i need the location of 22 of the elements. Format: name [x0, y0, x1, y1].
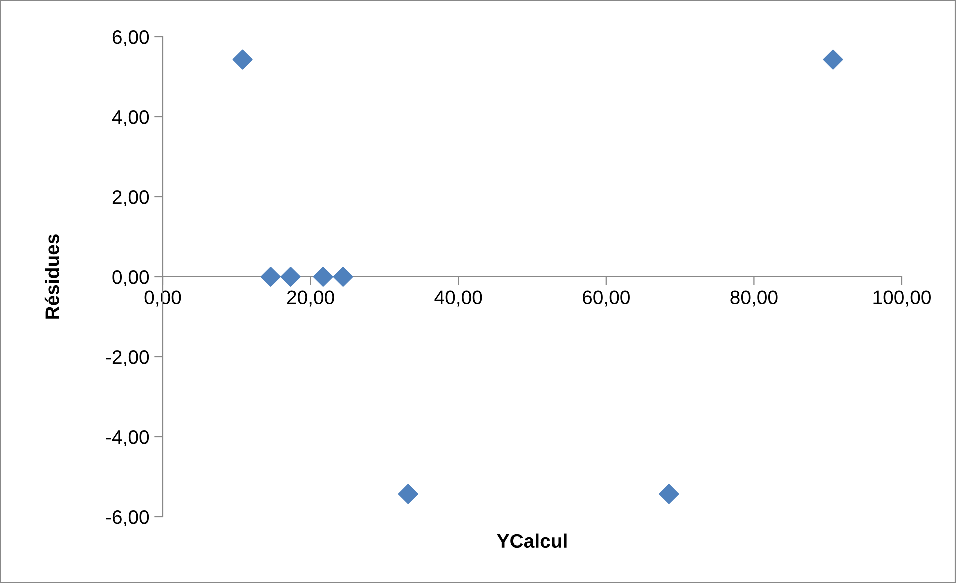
point — [232, 50, 253, 70]
point — [659, 484, 680, 504]
point — [823, 50, 844, 70]
y-tick-label: 6,00 — [112, 30, 150, 47]
point — [398, 484, 418, 504]
point — [280, 266, 301, 288]
x-tick-label: 40,00 — [434, 290, 482, 307]
y-tick-label: 4,00 — [112, 110, 150, 127]
point — [313, 266, 334, 288]
y-tick-label: 0,00 — [112, 270, 150, 287]
point — [260, 266, 281, 288]
x-tick-label: 80,00 — [730, 290, 778, 307]
x-tick-label: 20,00 — [287, 290, 334, 307]
y-tick-label: -6,00 — [106, 510, 150, 527]
y-tick-label: -2,00 — [106, 350, 150, 367]
y-tick-label: -4,00 — [106, 430, 150, 447]
point — [333, 266, 354, 288]
y-axis-title: Résidues — [44, 234, 60, 319]
y-tick-label: 2,00 — [112, 190, 150, 207]
x-tick-label: 60,00 — [583, 290, 630, 307]
x-tick-label: 100,00 — [874, 290, 931, 307]
x-axis-title: YCalcul — [497, 534, 567, 548]
